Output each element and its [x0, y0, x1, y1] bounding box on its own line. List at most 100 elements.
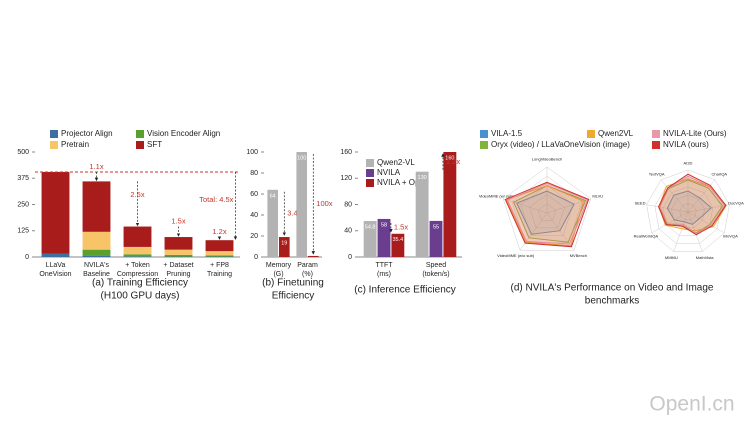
- legend-label: SFT: [147, 140, 162, 149]
- bar: [443, 152, 457, 257]
- value-label: 58: [381, 222, 387, 228]
- legend-label: Oryx (video) / LLaVaOneVision (image): [491, 140, 630, 149]
- chart-caption: (d) NVILA's Performance on Video and Ima…: [511, 283, 714, 294]
- legend-swatch: [480, 130, 488, 138]
- radar-series: [506, 182, 589, 245]
- legend-label: VILA-1.5: [491, 129, 523, 138]
- radar-spoke: [503, 198, 548, 214]
- x-tick-label: Compression: [117, 271, 158, 278]
- bar-segment: [82, 181, 111, 232]
- y-tick-label: 375: [17, 175, 29, 182]
- x-tick-label: + Token: [125, 262, 150, 269]
- radar-ring: [679, 203, 697, 221]
- bar: [429, 220, 443, 257]
- bar-segment: [123, 246, 152, 255]
- annotation: 1.5x: [171, 217, 185, 226]
- bar-segment: [205, 251, 234, 256]
- radar-ring: [537, 203, 557, 221]
- radar-series: [516, 190, 575, 235]
- value-label: 19: [281, 241, 287, 247]
- bar-segment: [82, 249, 111, 256]
- legend-swatch: [366, 179, 374, 187]
- bar: [415, 171, 429, 257]
- legend-swatch: [480, 141, 488, 149]
- annotation: 1.5x: [394, 222, 408, 231]
- y-tick-label: 0: [25, 254, 29, 261]
- radar-axis-label: TextVQA: [649, 172, 665, 177]
- radar-ring: [646, 169, 730, 252]
- annotation: 100x: [316, 199, 333, 208]
- bar-segment: [41, 171, 70, 254]
- radar-axis-label: SEED: [635, 201, 646, 206]
- annotation: 1.1x: [89, 162, 103, 171]
- radar-spoke: [687, 211, 703, 252]
- chart-caption: (b) Finetuning: [262, 278, 324, 289]
- bar-segment: [41, 253, 70, 257]
- radar-axis-label: MVBench: [570, 253, 587, 258]
- radar-ring: [529, 194, 565, 229]
- annotation: 3.4x: [287, 208, 301, 217]
- x-tick-label: NVILA's: [84, 262, 110, 269]
- legend-label: Projector Align: [61, 129, 113, 138]
- bar: [279, 237, 290, 257]
- x-tick-label: Speed: [426, 262, 446, 269]
- radar-spoke: [660, 179, 689, 213]
- y-tick-label: 0: [254, 254, 258, 261]
- x-tick-label: + Dataset: [163, 262, 193, 269]
- legend-swatch: [366, 169, 374, 177]
- legend-label: Qwen2-VL: [377, 158, 415, 167]
- radar-axis-label: InfoVQA: [723, 233, 738, 238]
- radar-series: [513, 185, 587, 243]
- radar-axis-label: MathVista: [696, 255, 714, 260]
- legend-label: Vision Encoder Align: [147, 129, 220, 138]
- legend-label: NVILA: [377, 168, 401, 177]
- radar-axis-label: ChartQA: [712, 172, 728, 177]
- annotation: 1.2x: [446, 157, 460, 166]
- legend-label: NVILA (ours): [663, 140, 709, 149]
- radar-axis-label: AI2D: [684, 160, 693, 165]
- value-label: 64: [270, 193, 276, 199]
- annotation: Total: 4.5x: [199, 195, 233, 204]
- value-label: 55: [433, 224, 439, 230]
- legend-swatch: [652, 141, 660, 149]
- radar-axis-label: VideoMME (w/o sub): [497, 253, 535, 258]
- x-tick-label: Training: [207, 271, 232, 278]
- legend-swatch: [136, 130, 144, 138]
- x-tick-label: (token/s): [422, 271, 449, 278]
- chart-caption: (a) Training Efficiency: [92, 278, 188, 289]
- bar-segment: [123, 254, 152, 257]
- legend-swatch: [136, 141, 144, 149]
- bar-segment: [205, 255, 234, 257]
- radar-series: [659, 175, 726, 235]
- value-label: 130: [418, 175, 427, 181]
- watermark: OpenI.cn: [649, 393, 734, 416]
- legend-swatch: [587, 130, 595, 138]
- value-label: 54.8: [365, 224, 376, 230]
- y-tick-label: 40: [344, 228, 352, 235]
- y-tick-label: 125: [17, 228, 29, 235]
- y-tick-label: 100: [246, 149, 258, 156]
- radar-spoke: [519, 212, 548, 251]
- radar-axis-label: MLVU: [592, 194, 603, 199]
- bar: [296, 152, 307, 257]
- bar-segment: [164, 237, 193, 250]
- bar-segment: [123, 256, 152, 257]
- x-tick-label: (ms): [377, 271, 391, 278]
- value-label: 100: [297, 155, 306, 161]
- bar-segment: [123, 226, 152, 247]
- legend-swatch: [50, 141, 58, 149]
- y-tick-label: 60: [250, 191, 258, 198]
- bar-segment: [164, 249, 193, 255]
- legend-label: Pretrain: [61, 140, 89, 149]
- annotation: 2.5x: [130, 190, 144, 199]
- value-label: 35.4: [393, 237, 404, 243]
- radar-ring: [662, 186, 714, 236]
- legend-label: NVILA + Opt: [377, 178, 422, 187]
- bar-segment: [82, 231, 111, 250]
- chart-caption: benchmarks: [585, 296, 639, 307]
- x-tick-label: Baseline: [83, 271, 110, 278]
- legend-label: NVILA-Lite (Ours): [663, 129, 727, 138]
- radar-axis-label: LongVideoBench: [532, 157, 562, 162]
- bar: [363, 221, 377, 257]
